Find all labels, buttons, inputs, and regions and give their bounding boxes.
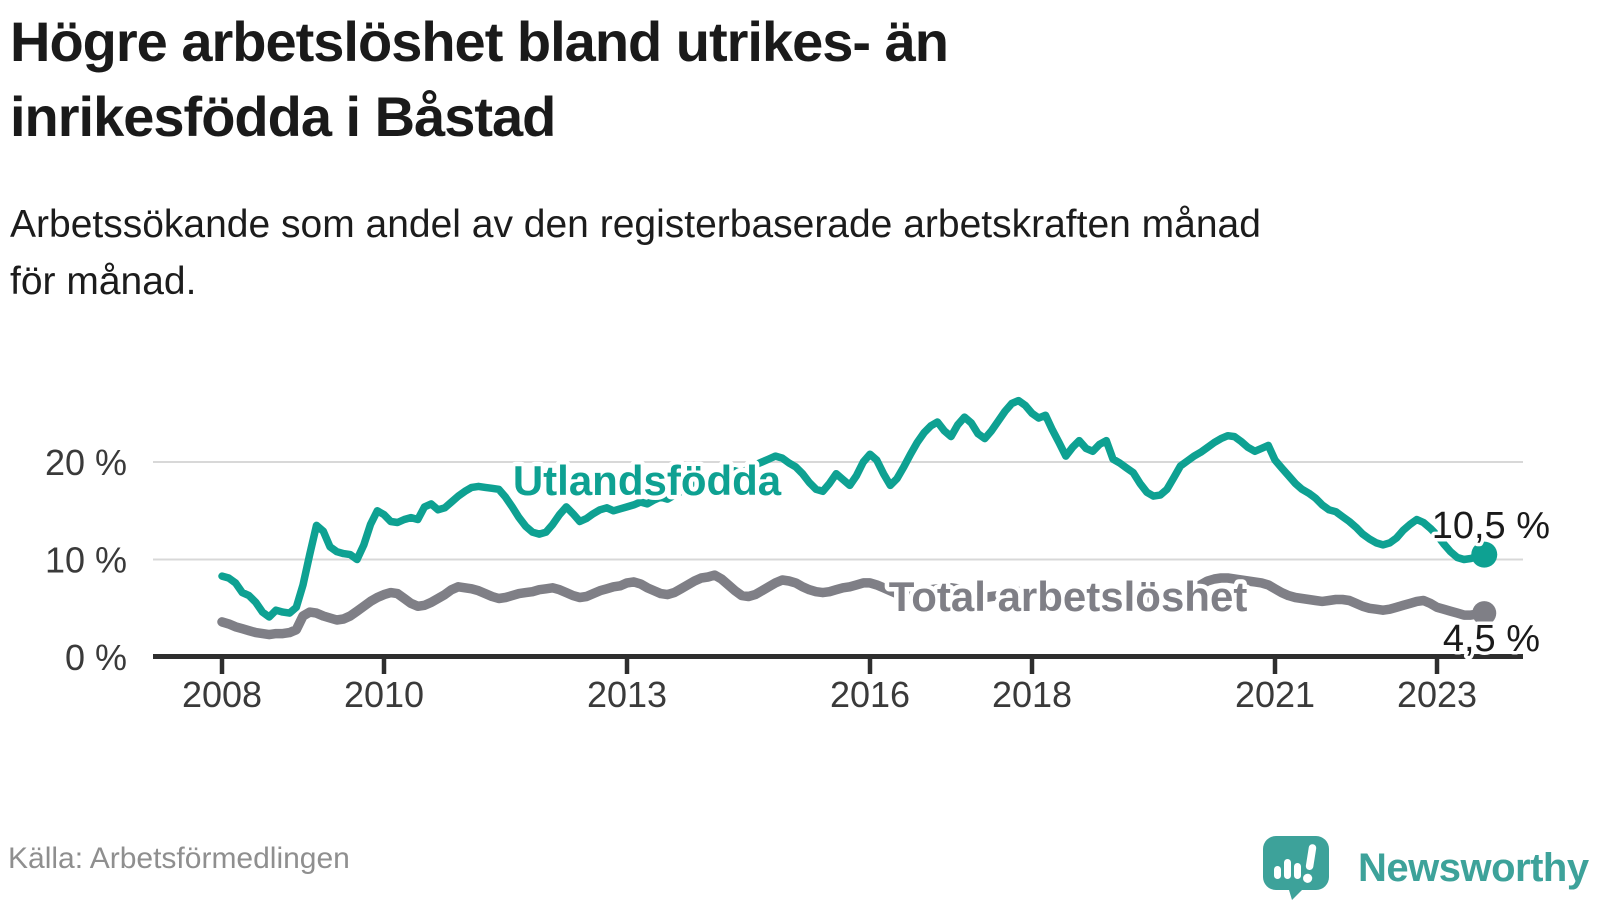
series-line-utlandsf-dda xyxy=(218,396,1488,621)
source-note: Källa: Arbetsförmedlingen xyxy=(8,842,350,875)
x-axis-label-2013: 2013 xyxy=(587,674,667,715)
bar-chart-glyph xyxy=(1274,859,1301,879)
series-label-utlandsf-dda: Utlandsfödda xyxy=(513,457,782,504)
x-axis-label-2008: 2008 xyxy=(182,674,262,715)
x-axis-label-2018: 2018 xyxy=(992,674,1072,715)
series-end-dot-total-arbetsl-shet xyxy=(1472,601,1497,626)
chart-label-layer: Utlandsfödda 10,5 % Total arbetslöshet 4,5 … xyxy=(508,453,1553,664)
page-title: Högre arbetslöshet bland utrikes- än inri… xyxy=(10,4,949,154)
page-title-line-1: Högre arbetslöshet bland utrikes- än xyxy=(10,10,949,73)
page-title-line-2: inrikesfödda i Båstad xyxy=(10,85,556,148)
series-layer xyxy=(217,396,1498,640)
chart-subtitle: Arbetssökande som andel av den registerb… xyxy=(10,196,1261,310)
x-axis-label-2016: 2016 xyxy=(830,674,910,715)
end-value-label-utlandsf-dda: 10,5 % xyxy=(1432,505,1550,547)
y-axis-label-20: 20 % xyxy=(45,442,127,483)
end-value-label-total-arbetsl-shet: 4,5 % xyxy=(1443,618,1540,660)
series-end-dot-utlandsf-dda xyxy=(1471,541,1498,568)
newsworthy-logo-text: Newsworthy xyxy=(1358,845,1589,890)
chart-subtitle-line-1: Arbetssökande som andel av den registerb… xyxy=(10,203,1261,246)
exclamation-glyph xyxy=(1303,844,1317,883)
y-axis-label-0: 0 % xyxy=(65,637,127,678)
gridline-layer xyxy=(153,461,1523,561)
axis-layer: 0 % 10 % 20 % 2008 2010 2013 2016 2018 2021 2023 xyxy=(45,442,1523,715)
y-axis-label-10: 10 % xyxy=(45,540,127,581)
chart-subtitle-line-2: för månad. xyxy=(10,260,197,303)
newsworthy-logo-icon xyxy=(1263,836,1329,900)
series-line-total-arbetsl-shet xyxy=(217,570,1489,640)
x-axis-label-2021: 2021 xyxy=(1235,674,1315,715)
x-axis-label-2023: 2023 xyxy=(1397,674,1477,715)
x-axis-label-2010: 2010 xyxy=(344,674,424,715)
series-label-total-arbetsl-shet: Total arbetslöshet xyxy=(889,573,1248,620)
newsworthy-logo: Newsworthy xyxy=(1263,836,1589,900)
